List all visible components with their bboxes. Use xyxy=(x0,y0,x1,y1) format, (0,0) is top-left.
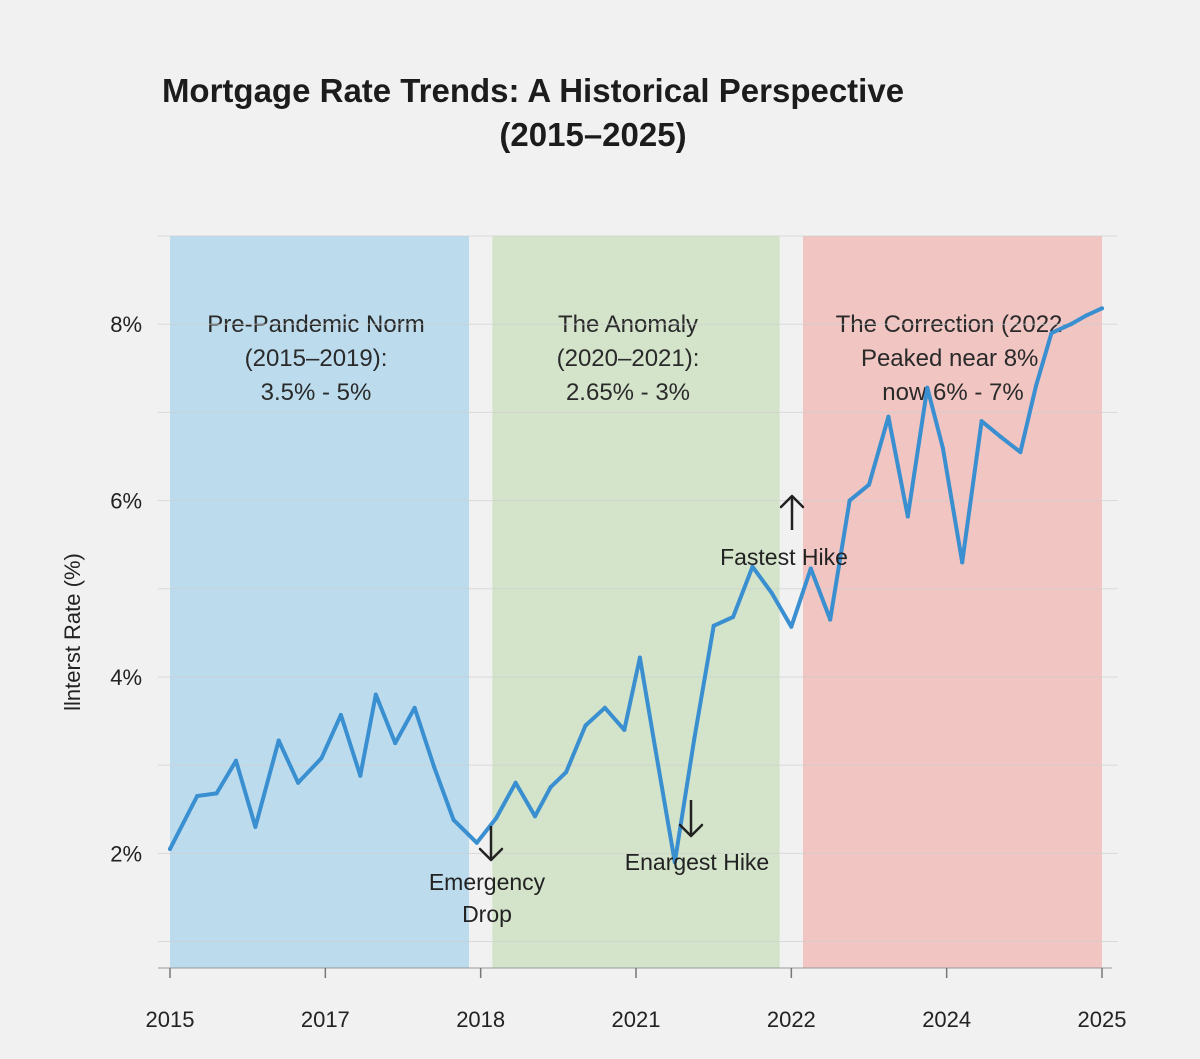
data-point-30 xyxy=(731,614,736,619)
data-point-47 xyxy=(1049,331,1054,336)
y-axis-label: llnterst Rate (%) xyxy=(60,553,85,711)
data-point-40 xyxy=(925,385,930,390)
y-tick-label-2: 2% xyxy=(110,841,142,866)
data-point-42 xyxy=(960,560,965,565)
data-point-26 xyxy=(653,747,658,752)
data-point-36 xyxy=(847,498,852,503)
chart-subtitle: (2015–2025) xyxy=(499,116,686,153)
data-point-34 xyxy=(808,566,813,571)
data-point-1 xyxy=(168,846,172,851)
data-point-27 xyxy=(672,860,677,865)
region-band-3 xyxy=(802,236,1102,968)
data-point-32 xyxy=(769,591,774,596)
data-point-16 xyxy=(474,840,479,845)
annotation-arrowhead-2 xyxy=(779,494,805,509)
data-point-35 xyxy=(828,617,833,622)
x-tick-label-2017: 2017 xyxy=(301,1007,350,1032)
region-label-2-line-2: (2020–2021): xyxy=(557,345,700,372)
data-point-17 xyxy=(494,816,499,821)
gridlines xyxy=(158,235,1118,943)
data-point-11 xyxy=(373,692,378,697)
x-tick-label-2024: 2024 xyxy=(922,1007,971,1032)
chart-titles: Mortgage Rate Trends: A Historical Persp… xyxy=(162,72,904,153)
y-tick-label-4: 4% xyxy=(110,665,142,690)
y-tick-label-6: 6% xyxy=(110,489,142,514)
y-tick-label-8: 8% xyxy=(110,312,142,337)
data-point-19 xyxy=(533,814,538,819)
data-point-8 xyxy=(319,756,324,761)
x-tick-label-2021: 2021 xyxy=(612,1007,661,1032)
data-point-45 xyxy=(1018,450,1023,455)
annotation-label-1-line-1: Emergency xyxy=(429,869,546,895)
region-band-1 xyxy=(170,236,470,968)
chart-title: Mortgage Rate Trends: A Historical Persp… xyxy=(162,72,904,109)
axes: 2015 2017 2018 2021 2022 2024 2025 2% 4% 6% 8% llnt… xyxy=(60,312,1126,1032)
region-label-2-line-3: 2.65% - 3% xyxy=(566,379,690,406)
data-point-31 xyxy=(750,564,755,569)
series-line-1 xyxy=(168,306,1104,865)
data-point-9 xyxy=(338,712,343,717)
region-label-1-line-2: (2015–2019): xyxy=(245,345,388,372)
data-point-10 xyxy=(358,773,363,778)
data-point-48 xyxy=(1068,322,1073,327)
data-point-12 xyxy=(393,741,398,746)
data-point-43 xyxy=(979,419,984,424)
x-tick-label-2022: 2022 xyxy=(767,1007,816,1032)
x-tick-label-2015: 2015 xyxy=(146,1007,195,1032)
era-bands: Pre-Pandemic Norm(2015–2019):3.5% - 5%Th… xyxy=(170,236,1102,968)
data-point-33 xyxy=(789,624,794,629)
data-point-37 xyxy=(867,482,871,487)
data-point-7 xyxy=(296,780,301,785)
data-point-5 xyxy=(253,824,258,829)
data-point-39 xyxy=(905,514,910,519)
data-point-44 xyxy=(999,435,1004,440)
data-point-24 xyxy=(622,727,627,732)
data-point-41 xyxy=(940,445,945,450)
data-point-14 xyxy=(432,764,437,769)
region-label-3-line-2: Peaked near 8%, xyxy=(861,345,1045,372)
annotation-label-1-line-2: Drop xyxy=(462,901,512,927)
data-point-13 xyxy=(412,705,417,710)
annotation-label-2-line-1: Fastest Hike xyxy=(720,544,848,570)
data-point-29 xyxy=(711,623,716,628)
data-point-50 xyxy=(1100,306,1104,311)
data-point-25 xyxy=(637,655,642,660)
data-point-15 xyxy=(451,817,456,822)
data-point-28 xyxy=(692,736,697,741)
data-point-21 xyxy=(564,770,569,775)
data-point-3 xyxy=(214,791,219,796)
annotation-arrowhead-3 xyxy=(678,823,704,838)
annotations: Emergency Drop Fastest Hike Enargest Hike xyxy=(429,494,848,927)
region-band-2 xyxy=(492,236,780,968)
data-point-6 xyxy=(276,738,281,743)
data-point-18 xyxy=(513,780,518,785)
data-point-23 xyxy=(602,705,607,710)
x-tick-label-2025: 2025 xyxy=(1078,1007,1127,1032)
data-point-38 xyxy=(886,414,891,419)
series-layer xyxy=(168,306,1104,865)
data-point-20 xyxy=(548,785,553,790)
data-point-49 xyxy=(1084,313,1089,318)
x-tick-label-2018: 2018 xyxy=(456,1007,505,1032)
annotation-arrowhead-1 xyxy=(478,847,504,862)
region-label-3-line-3: now 6% - 7% xyxy=(882,379,1023,406)
region-label-1-line-3: 3.5% - 5% xyxy=(261,379,372,406)
data-point-22 xyxy=(583,723,588,728)
data-point-4 xyxy=(234,758,239,763)
data-point-46 xyxy=(1033,383,1038,388)
annotation-label-3-line-1: Enargest Hike xyxy=(625,849,769,875)
data-point-2 xyxy=(195,794,200,799)
